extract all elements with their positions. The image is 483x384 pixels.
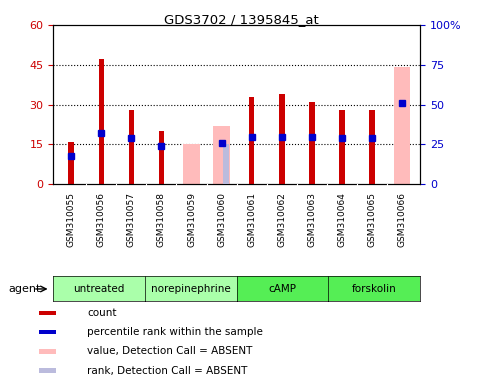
Bar [213, 126, 230, 184]
Text: cAMP: cAMP [269, 284, 297, 294]
Bar [159, 131, 164, 184]
Text: GSM310066: GSM310066 [398, 192, 407, 247]
Bar [39, 311, 56, 315]
Text: GSM310063: GSM310063 [307, 192, 316, 247]
Bar [39, 330, 56, 334]
Bar [128, 110, 134, 184]
Bar [369, 110, 375, 184]
Text: GSM310061: GSM310061 [247, 192, 256, 247]
Text: GSM310062: GSM310062 [277, 192, 286, 247]
Text: norepinephrine: norepinephrine [151, 284, 231, 294]
Bar [249, 97, 255, 184]
Text: GSM310057: GSM310057 [127, 192, 136, 247]
Text: value, Detection Call = ABSENT: value, Detection Call = ABSENT [87, 346, 252, 356]
Text: GSM310058: GSM310058 [157, 192, 166, 247]
Text: agent: agent [8, 284, 41, 294]
Bar [309, 102, 314, 184]
Bar [99, 60, 104, 184]
Text: count: count [87, 308, 116, 318]
Bar [394, 68, 411, 184]
Bar [279, 94, 284, 184]
Text: GSM310064: GSM310064 [338, 192, 346, 247]
Text: GSM310060: GSM310060 [217, 192, 226, 247]
Text: GSM310056: GSM310056 [97, 192, 106, 247]
Bar [224, 144, 229, 184]
Text: percentile rank within the sample: percentile rank within the sample [87, 327, 263, 337]
Text: GSM310055: GSM310055 [67, 192, 76, 247]
Text: untreated: untreated [73, 284, 125, 294]
Text: GSM310065: GSM310065 [368, 192, 377, 247]
Bar [39, 349, 56, 354]
Text: forskolin: forskolin [352, 284, 397, 294]
Bar [69, 142, 74, 184]
Bar [339, 110, 345, 184]
Bar [39, 368, 56, 373]
Text: GDS3702 / 1395845_at: GDS3702 / 1395845_at [164, 13, 319, 26]
Bar [183, 144, 200, 184]
Text: rank, Detection Call = ABSENT: rank, Detection Call = ABSENT [87, 366, 247, 376]
Text: GSM310059: GSM310059 [187, 192, 196, 247]
